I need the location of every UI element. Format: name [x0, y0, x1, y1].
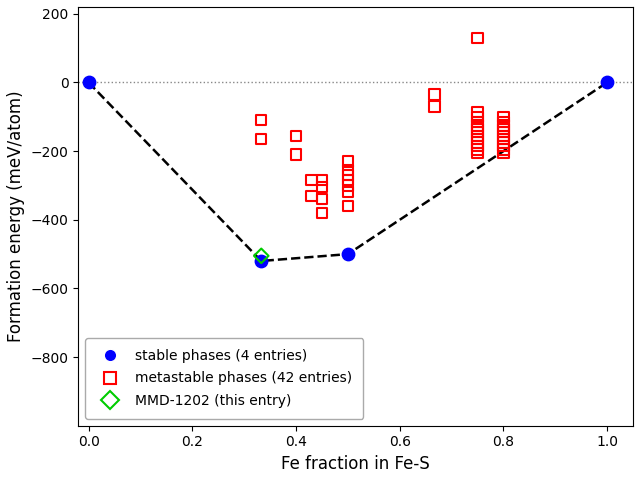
Point: [472, 139, 483, 146]
Point: [472, 129, 483, 136]
Point: [472, 121, 483, 129]
Point: [343, 171, 353, 179]
Point: [429, 103, 440, 110]
Point: [499, 118, 509, 126]
Point: [499, 121, 509, 129]
Point: [499, 132, 509, 140]
Point: [499, 139, 509, 146]
Point: [472, 118, 483, 126]
Point: [499, 125, 509, 132]
Point: [472, 142, 483, 150]
Point: [343, 250, 353, 258]
Point: [602, 79, 612, 86]
Point: [499, 129, 509, 136]
Point: [307, 177, 317, 184]
Point: [499, 113, 509, 120]
Point: [499, 142, 509, 150]
Point: [472, 108, 483, 116]
Point: [429, 91, 440, 98]
Point: [291, 132, 301, 140]
Point: [343, 189, 353, 196]
Y-axis label: Formation energy (meV/atom): Formation energy (meV/atom): [7, 91, 25, 342]
Point: [499, 135, 509, 143]
Point: [472, 132, 483, 140]
Point: [317, 183, 327, 191]
Point: [343, 157, 353, 165]
Point: [472, 113, 483, 120]
Legend: stable phases (4 entries), metastable phases (42 entries), MMD-1202 (this entry): stable phases (4 entries), metastable ph…: [85, 338, 364, 419]
Point: [472, 34, 483, 42]
Point: [343, 202, 353, 210]
Point: [499, 149, 509, 156]
Point: [317, 195, 327, 203]
Point: [472, 125, 483, 132]
X-axis label: Fe fraction in Fe-S: Fe fraction in Fe-S: [281, 455, 430, 473]
Point: [472, 145, 483, 153]
Point: [472, 135, 483, 143]
Point: [256, 116, 266, 124]
Point: [499, 145, 509, 153]
Point: [83, 79, 93, 86]
Point: [291, 151, 301, 158]
Point: [256, 252, 266, 260]
Point: [343, 181, 353, 189]
Point: [307, 192, 317, 200]
Point: [256, 257, 266, 265]
Point: [343, 177, 353, 184]
Point: [317, 209, 327, 217]
Point: [256, 135, 266, 143]
Point: [472, 149, 483, 156]
Point: [317, 177, 327, 184]
Point: [343, 166, 353, 174]
